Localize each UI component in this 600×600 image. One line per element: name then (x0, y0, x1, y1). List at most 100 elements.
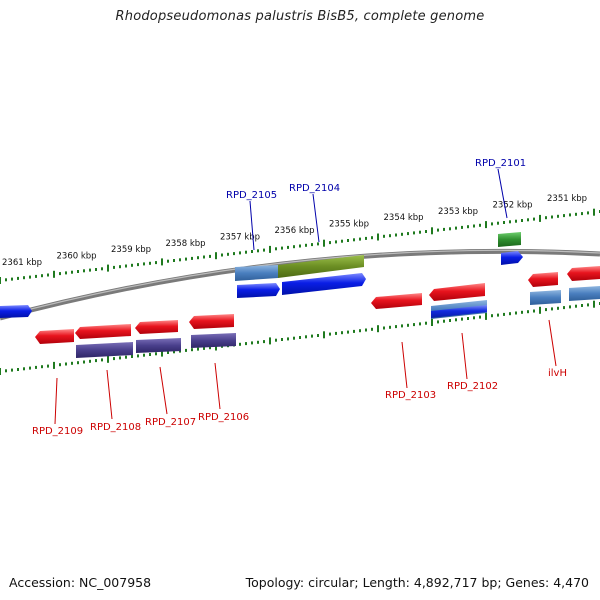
gene-feature[interactable] (429, 283, 485, 301)
minor-tick (341, 331, 343, 335)
gene-feature[interactable] (75, 324, 131, 339)
gene-feature[interactable] (189, 314, 234, 329)
gene-label-rpd-2109[interactable]: RPD_2109 (32, 426, 83, 437)
gene-label-rpd-2102[interactable]: RPD_2102 (447, 381, 498, 392)
minor-tick (149, 261, 151, 265)
scale-label: 2353 kbp (438, 207, 478, 217)
minor-tick (113, 357, 115, 361)
minor-tick (5, 369, 7, 373)
minor-tick (71, 270, 73, 274)
minor-tick (41, 274, 43, 278)
gene-label-rpd-2107[interactable]: RPD_2107 (145, 417, 196, 428)
minor-tick (509, 312, 511, 316)
gene-feature[interactable] (136, 338, 181, 353)
minor-tick (179, 349, 181, 353)
major-tick (323, 239, 325, 247)
minor-tick (461, 317, 463, 321)
gene-feature[interactable] (530, 290, 561, 305)
gene-label-rpd-2103[interactable]: RPD_2103 (385, 390, 436, 401)
minor-tick (11, 277, 13, 281)
gene-label-rpd-2105[interactable]: RPD_2105 (226, 190, 277, 201)
minor-tick (41, 365, 43, 369)
major-tick (269, 245, 271, 253)
minor-tick (437, 228, 439, 232)
minor-tick (29, 275, 31, 279)
minor-tick (137, 263, 139, 267)
major-tick (485, 312, 487, 320)
minor-tick (275, 338, 277, 342)
gene-label-ilvh[interactable]: ilvH (548, 368, 567, 379)
gene-feature[interactable] (191, 333, 236, 348)
major-tick (53, 361, 55, 369)
gene-feature[interactable] (498, 232, 521, 247)
minor-tick (581, 212, 583, 216)
gene-feature[interactable] (278, 255, 364, 278)
minor-tick (23, 276, 25, 280)
minor-tick (545, 216, 547, 220)
gene-feature[interactable] (237, 283, 280, 298)
scale-label: 2358 kbp (166, 239, 206, 249)
minor-tick (503, 221, 505, 224)
minor-tick (191, 348, 193, 352)
minor-tick (587, 211, 589, 215)
gene-feature[interactable] (431, 305, 487, 318)
minor-tick (509, 220, 511, 224)
minor-tick (551, 215, 553, 219)
gene-label-rpd-2108[interactable]: RPD_2108 (90, 422, 141, 433)
minor-tick (491, 222, 493, 226)
minor-tick (365, 236, 367, 240)
minor-tick (95, 359, 97, 363)
gene-feature[interactable] (135, 320, 178, 334)
gene-feature[interactable] (235, 265, 278, 281)
minor-tick (335, 240, 337, 244)
minor-tick (515, 219, 517, 223)
minor-tick (203, 346, 205, 350)
gene-label-rpd-2106[interactable]: RPD_2106 (198, 412, 249, 423)
minor-tick (197, 347, 199, 351)
minor-tick (293, 336, 295, 340)
genome-backbone-highlight (0, 249, 600, 318)
major-tick (269, 337, 271, 345)
major-tick (53, 270, 55, 278)
minor-tick (449, 319, 451, 322)
minor-tick (119, 356, 121, 360)
minor-tick (263, 340, 265, 344)
gene-label-rpd-2101[interactable]: RPD_2101 (475, 158, 526, 169)
minor-tick (155, 261, 157, 265)
gene-label-rpd-2104[interactable]: RPD_2104 (289, 183, 340, 194)
minor-tick (335, 331, 337, 335)
gene-feature[interactable] (0, 305, 32, 318)
gene-feature[interactable] (501, 251, 523, 265)
minor-tick (167, 259, 169, 263)
minor-tick (467, 225, 469, 229)
gene-feature[interactable] (569, 286, 600, 301)
minor-tick (425, 230, 427, 233)
scale-label: 2352 kbp (493, 200, 533, 210)
gene-feature[interactable] (282, 273, 366, 295)
minor-tick (179, 258, 181, 262)
minor-tick (341, 239, 343, 243)
gene-feature[interactable] (528, 272, 558, 287)
minor-tick (149, 353, 151, 356)
minor-tick (527, 218, 529, 222)
major-tick (539, 214, 541, 222)
scale-label: 2356 kbp (275, 226, 315, 236)
minor-tick (281, 246, 283, 250)
gene-feature[interactable] (567, 266, 600, 281)
minor-tick (443, 227, 445, 231)
gene-feature[interactable] (76, 342, 133, 358)
gene-feature[interactable] (35, 329, 74, 344)
scale-label: 2355 kbp (329, 220, 369, 230)
minor-tick (167, 351, 169, 354)
minor-tick (479, 223, 481, 227)
scale-ticks (0, 208, 600, 375)
minor-tick (491, 314, 493, 318)
minor-tick (395, 325, 397, 329)
minor-tick (551, 307, 553, 311)
gene-feature[interactable] (371, 293, 422, 309)
minor-tick (311, 243, 313, 247)
forward-strand-genes (0, 232, 523, 318)
accession-text: Accession: NC_007958 (9, 575, 152, 590)
